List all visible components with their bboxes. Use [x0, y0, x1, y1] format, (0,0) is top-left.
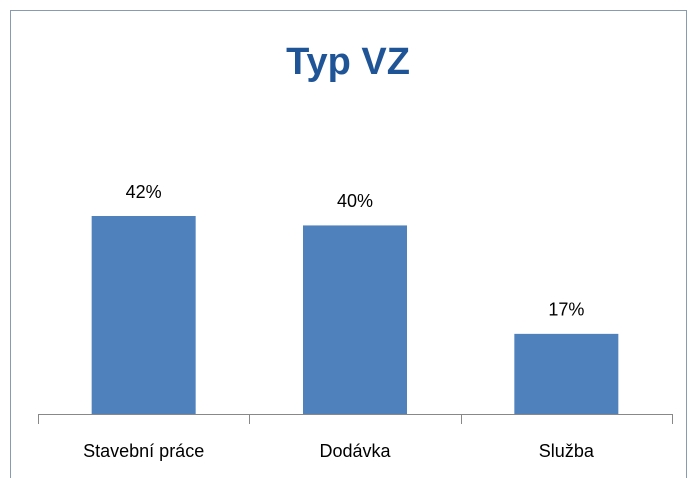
bar	[514, 333, 619, 414]
x-tick-label: Dodávka	[319, 441, 391, 461]
chart-title: Typ VZ	[286, 41, 410, 83]
x-tick-label: Stavební práce	[83, 441, 204, 461]
bar	[303, 225, 407, 414]
data-label: 17%	[548, 300, 584, 320]
x-tick-label: Služba	[539, 441, 595, 461]
data-label: 40%	[337, 191, 373, 211]
bar	[91, 216, 196, 414]
data-label: 42%	[126, 182, 162, 202]
